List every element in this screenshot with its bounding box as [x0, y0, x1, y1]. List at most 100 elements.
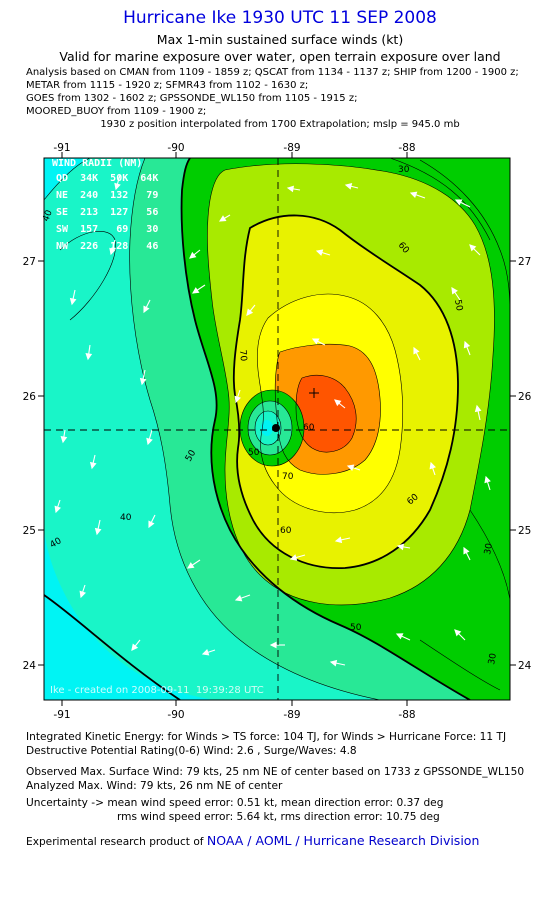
wind-vector-head: [191, 287, 200, 294]
validity-note: Valid for marine exposure over water, op…: [59, 49, 501, 64]
wind-vector-head: [54, 505, 61, 514]
wind-vector-head: [148, 520, 155, 529]
contour-label: 60: [303, 423, 315, 433]
uncertainty-rms: rms wind speed error: 5.64 kt, rms direc…: [117, 811, 440, 823]
wind-vector-head: [334, 399, 342, 407]
wind-vector-head: [146, 437, 153, 446]
lat-tick-left: 24: [23, 660, 37, 672]
wind-radii-row-se: SE 213 127 56: [56, 207, 158, 218]
lon-tick-bottom: -89: [283, 709, 300, 720]
wind-vector-head: [315, 249, 324, 256]
wind-vector-head: [413, 346, 420, 355]
axis-ticks: [38, 152, 516, 706]
lon-tick-top: -90: [167, 142, 184, 154]
wind-vector-head: [329, 659, 338, 667]
wind-vector-head: [60, 435, 68, 444]
wind-vector-head: [344, 183, 353, 190]
product-credit: Experimental research product of NOAA / …: [26, 833, 479, 848]
ike-energy: Integrated Kinetic Energy: for Winds > T…: [26, 731, 507, 743]
wind-vector-head: [269, 641, 277, 649]
contour-label: 50: [248, 448, 260, 458]
analyzed-max-wind: Analyzed Max. Wind: 79 kts, 26 nm NE of …: [26, 780, 283, 792]
wind-vector-head: [395, 633, 404, 640]
lat-tick-right: 27: [518, 256, 531, 268]
noaa-aoml-link[interactable]: NOAA / AOML / Hurricane Research Divisio…: [206, 833, 480, 848]
destructive-potential: Destructive Potential Rating(0-6) Wind: …: [26, 745, 357, 757]
wind-radii-header: QD 34K 50K 64K: [56, 173, 158, 184]
wind-radii-row-nw: NW 226 128 46: [56, 241, 158, 252]
wind-vector-head: [409, 191, 418, 199]
lat-tick-right: 24: [518, 660, 532, 672]
analysis-line-4: MOORED_BUOY from 1109 - 1900 z;: [26, 106, 207, 117]
wind-contours: [44, 158, 510, 700]
wind-vector-head: [463, 546, 470, 555]
contour-label: 40: [120, 513, 132, 523]
contour-label: 60: [280, 526, 292, 536]
wind-vector-head: [131, 643, 139, 651]
observed-max-wind: Observed Max. Surface Wind: 79 kts, 25 n…: [26, 766, 525, 778]
wind-vector-head: [79, 590, 86, 599]
wind-vector-head: [463, 340, 471, 349]
lon-tick-top: -89: [283, 142, 300, 154]
page-title: Hurricane Ike 1930 UTC 11 SEP 2008: [123, 8, 437, 28]
wind-vector-head: [186, 562, 195, 569]
plot-frame: [43, 157, 511, 701]
contour-label: 30: [483, 542, 495, 555]
wind-vector-head: [346, 464, 355, 471]
contour-label: 40: [41, 209, 54, 223]
eye-center: [261, 420, 273, 436]
wind-vector-head: [451, 286, 458, 295]
product-prefix: Experimental research product of: [26, 836, 207, 848]
wind-vector-head: [246, 308, 254, 316]
wind-vector-head: [143, 305, 150, 314]
analysis-line-1: Analysis based on CMAN from 1109 - 1859 …: [26, 67, 519, 78]
wind-vector-head: [85, 353, 93, 361]
lat-tick-right: 25: [518, 525, 531, 537]
storm-center-marker: [272, 424, 280, 432]
wind-vector-head: [484, 475, 491, 484]
wind-vector-head: [286, 185, 295, 193]
lon-tick-bottom: -88: [398, 709, 415, 720]
wind-radii-title: WIND RADII (NM): [52, 158, 142, 169]
wind-vector-head: [474, 404, 482, 413]
eye-region: [240, 390, 304, 466]
wind-vectors: [54, 174, 491, 667]
lon-tick-top: -91: [53, 142, 70, 154]
axis-labels: -91 -90 -89 -88 -91 -90 -89 -88 27 26 25…: [23, 142, 532, 720]
wind-map: 30 40 50 60 70 30 40 50 60 50 60 70 30 4…: [23, 142, 532, 720]
wind-vector-head: [454, 199, 463, 206]
lat-tick-left: 26: [23, 391, 37, 403]
contour-label: 50: [452, 299, 464, 312]
wind-vector-head: [454, 629, 462, 637]
subtitle: Max 1-min sustained surface winds (kt): [156, 32, 404, 47]
analysis-line-3: GOES from 1302 - 1602 z; GPSSONDE_WL150 …: [26, 93, 358, 104]
wind-radii-row-ne: NE 240 132 79: [56, 190, 158, 201]
wind-vector-head: [89, 461, 97, 470]
wind-vector-head: [94, 527, 102, 536]
contour-label: 70: [237, 349, 248, 362]
wind-vector-head: [396, 543, 405, 551]
lon-tick-bottom: -91: [53, 709, 70, 720]
contour-label: 50: [350, 623, 362, 633]
wind-vector-head: [109, 247, 116, 256]
wind-vector-head: [311, 338, 320, 345]
wind-vector-head: [69, 297, 77, 306]
wind-vector-head: [334, 536, 343, 544]
band-100-plus: [296, 375, 357, 453]
lat-tick-right: 26: [518, 391, 532, 403]
wind-radii-table: WIND RADII (NM) QD 34K 50K 64K NE 240 13…: [52, 158, 158, 252]
wind-vector-head: [469, 244, 477, 252]
wind-radii-row-sw: SW 157 69 30: [56, 224, 158, 235]
wind-vector-head: [289, 554, 298, 561]
wind-vector-head: [189, 251, 197, 259]
creation-credit: Ike - created on 2008-09-11 19:39:28 UTC: [50, 685, 264, 696]
wind-vector-head: [218, 215, 227, 222]
contour-label: 70: [282, 472, 294, 482]
position-note: 1930 z position interpolated from 1700 E…: [100, 119, 460, 130]
wind-vector-head: [201, 649, 210, 656]
wind-vector-head: [114, 182, 121, 191]
contour-label: 30: [487, 652, 499, 665]
wind-vector-head: [429, 461, 436, 470]
lon-tick-top: -88: [398, 142, 415, 154]
analysis-line-2: METAR from 1115 - 1920 z; SFMR43 from 11…: [26, 80, 309, 91]
